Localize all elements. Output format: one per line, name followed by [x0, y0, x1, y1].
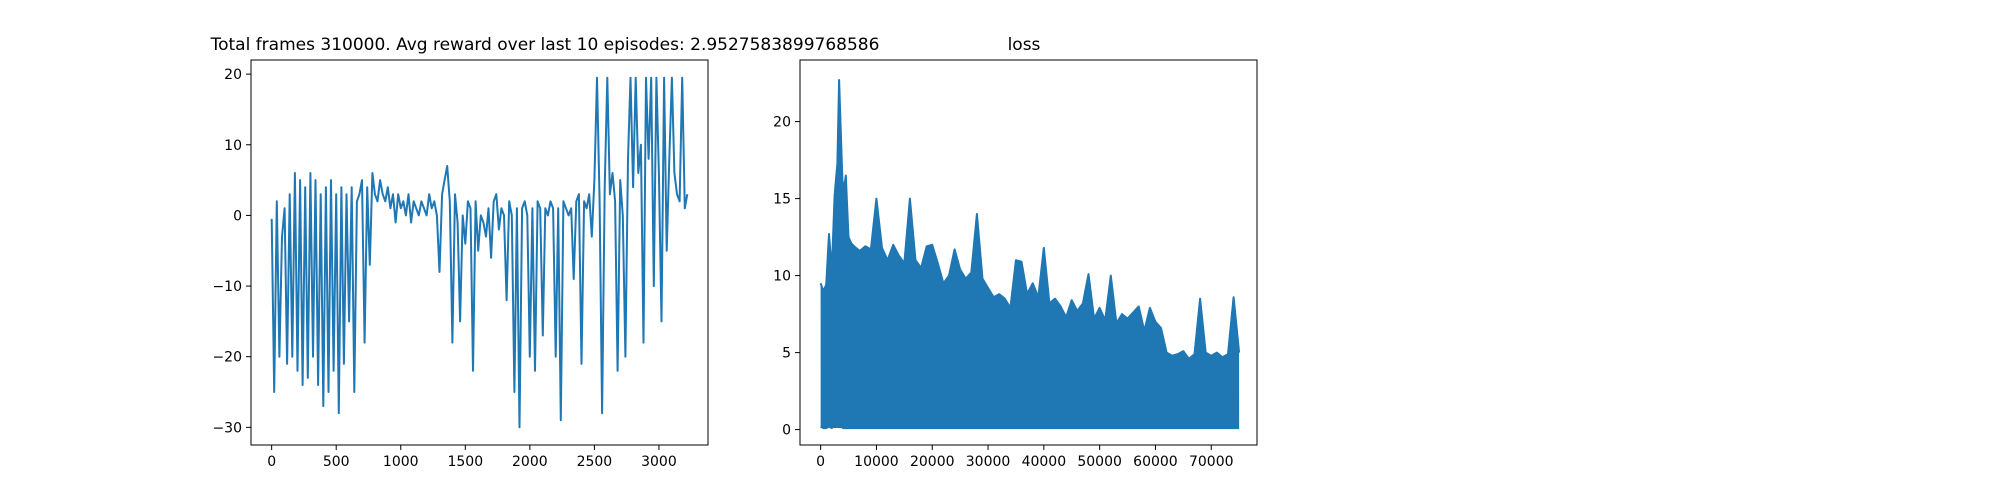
loss-x-tick-label: 40000 [1022, 454, 1067, 470]
reward-x-tick-label: 2500 [577, 454, 613, 470]
reward-x-tick-label: 3000 [641, 454, 677, 470]
loss-series-line-1 [820, 416, 1240, 430]
loss-chart: loss 0 10000 20000 30000 40000 50000 60000 7000… [773, 35, 1258, 470]
reward-chart-frame [250, 59, 709, 446]
loss-x-tick-label: 10000 [854, 454, 899, 470]
loss-series-line-0 [819, 79, 1241, 360]
loss-series-fill [820, 80, 1240, 429]
loss-x-tick-label: 0 [816, 454, 825, 470]
reward-chart-title: Total frames 310000. Avg reward over las… [210, 35, 880, 55]
loss-chart-title: loss [1008, 35, 1041, 55]
reward-x-tick-label: 1500 [447, 454, 483, 470]
reward-chart-marks [270, 76, 689, 429]
reward-y-tick-label: 20 [224, 67, 242, 83]
loss-chart-frame [799, 59, 1258, 446]
reward-series-line-0 [270, 76, 689, 429]
loss-y-tick-label: 20 [773, 115, 791, 131]
reward-x-tick-label: 500 [323, 454, 350, 470]
loss-y-tick-label: 5 [782, 346, 791, 362]
loss-x-tick-label: 70000 [1189, 454, 1234, 470]
reward-chart-ticks: 0 500 1000 1500 2000 2500 3000 −30 −20 −10 0 10 20 [212, 67, 676, 470]
loss-y-tick-label: 10 [773, 269, 791, 285]
reward-y-tick-label: −10 [212, 279, 242, 295]
reward-x-tick-label: 1000 [383, 454, 419, 470]
loss-chart-marks [819, 79, 1241, 430]
loss-x-tick-label: 50000 [1077, 454, 1122, 470]
loss-y-tick-label: 15 [773, 192, 791, 208]
loss-x-tick-label: 30000 [966, 454, 1011, 470]
loss-x-tick-label: 20000 [910, 454, 955, 470]
loss-x-tick-label: 60000 [1133, 454, 1178, 470]
reward-y-tick-label: −30 [212, 420, 242, 436]
reward-x-tick-label: 2000 [512, 454, 548, 470]
loss-y-tick-label: 0 [782, 423, 791, 439]
loss-chart-ticks: 0 10000 20000 30000 40000 50000 60000 70000 0 5 10… [773, 115, 1233, 470]
reward-y-tick-label: 10 [224, 138, 242, 154]
reward-y-tick-label: 0 [233, 208, 242, 224]
reward-x-tick-label: 0 [267, 454, 276, 470]
reward-y-tick-label: −20 [212, 350, 242, 366]
reward-chart: Total frames 310000. Avg reward over las… [210, 35, 880, 470]
